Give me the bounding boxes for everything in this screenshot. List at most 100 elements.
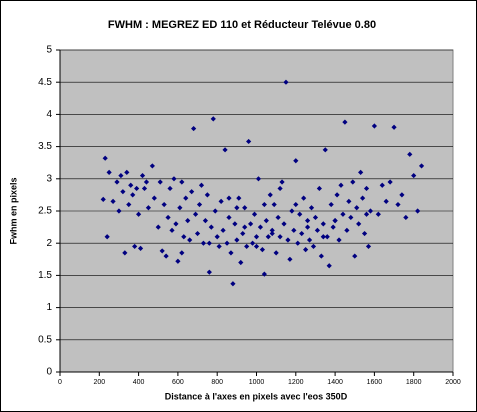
point xyxy=(143,179,150,185)
point xyxy=(224,240,230,246)
point xyxy=(326,263,332,269)
point xyxy=(171,176,177,182)
point xyxy=(293,158,299,164)
point xyxy=(375,211,381,217)
point xyxy=(261,271,267,277)
point xyxy=(303,247,309,253)
point xyxy=(155,224,161,230)
point xyxy=(136,211,142,217)
point xyxy=(361,230,368,237)
point xyxy=(116,208,122,214)
point xyxy=(192,211,199,217)
point xyxy=(336,237,342,243)
point xyxy=(269,230,275,237)
point xyxy=(165,214,171,221)
point xyxy=(110,198,116,204)
point xyxy=(332,218,338,224)
point xyxy=(257,224,264,230)
point xyxy=(259,247,265,253)
y-tick-label: 1.5 xyxy=(38,270,52,281)
point xyxy=(183,195,189,201)
point xyxy=(177,205,183,211)
point xyxy=(163,253,169,259)
point xyxy=(198,182,205,188)
point xyxy=(265,234,271,240)
point xyxy=(334,192,340,198)
point xyxy=(407,151,413,157)
point xyxy=(356,221,362,227)
x-tick-label: 800 xyxy=(211,379,223,386)
point xyxy=(157,179,163,185)
point xyxy=(322,147,328,153)
point xyxy=(232,221,238,227)
point xyxy=(141,185,148,192)
y-tick-label: 2.5 xyxy=(38,206,52,217)
point xyxy=(293,201,299,208)
x-tick-label: 1200 xyxy=(288,379,304,386)
point xyxy=(269,227,275,233)
point xyxy=(275,214,281,221)
point xyxy=(281,221,287,227)
point xyxy=(306,237,313,243)
point xyxy=(358,169,364,175)
point xyxy=(194,230,201,237)
point xyxy=(167,185,173,192)
x-tick-label: 0 xyxy=(58,379,62,386)
point xyxy=(379,182,385,188)
point xyxy=(189,189,195,195)
point xyxy=(173,221,179,227)
point xyxy=(234,205,240,211)
point xyxy=(187,237,193,243)
point xyxy=(246,138,252,145)
point xyxy=(139,172,146,179)
y-tick-label: 3.5 xyxy=(38,141,52,152)
point xyxy=(122,250,128,256)
point xyxy=(297,211,303,217)
x-tick-label: 1600 xyxy=(367,379,383,386)
point xyxy=(399,192,405,198)
point xyxy=(244,243,250,250)
point xyxy=(128,182,134,188)
point xyxy=(330,224,336,230)
point xyxy=(206,240,212,246)
point xyxy=(114,179,120,185)
point xyxy=(151,195,157,201)
point xyxy=(161,201,167,208)
point xyxy=(106,169,112,175)
x-axis-label: Distance à l'axes en pixels avec l'eos 3… xyxy=(165,391,348,401)
point xyxy=(179,250,185,256)
point xyxy=(230,281,236,287)
point xyxy=(159,248,165,254)
point xyxy=(206,269,212,275)
point xyxy=(145,205,152,211)
point xyxy=(220,227,226,233)
point xyxy=(208,224,214,230)
point xyxy=(263,218,269,224)
point xyxy=(383,198,389,204)
point xyxy=(304,224,311,230)
point xyxy=(344,227,350,233)
point xyxy=(248,221,254,227)
point xyxy=(277,234,283,240)
point xyxy=(403,214,409,221)
point xyxy=(222,147,228,153)
point xyxy=(301,195,307,201)
point xyxy=(212,208,218,214)
point xyxy=(134,185,140,192)
point xyxy=(308,205,315,211)
point xyxy=(130,192,136,198)
y-tick-label: 1 xyxy=(46,302,52,313)
point xyxy=(271,201,277,208)
x-tick-label: 1400 xyxy=(327,379,343,386)
y-tick-label: 3 xyxy=(46,173,52,184)
point xyxy=(120,189,126,195)
point xyxy=(363,211,370,217)
point xyxy=(320,234,326,240)
point xyxy=(216,243,222,250)
y-tick-label: 0 xyxy=(46,367,52,378)
point xyxy=(210,116,216,122)
point xyxy=(240,230,246,237)
point xyxy=(360,195,366,201)
point xyxy=(365,243,372,250)
point xyxy=(149,163,155,169)
